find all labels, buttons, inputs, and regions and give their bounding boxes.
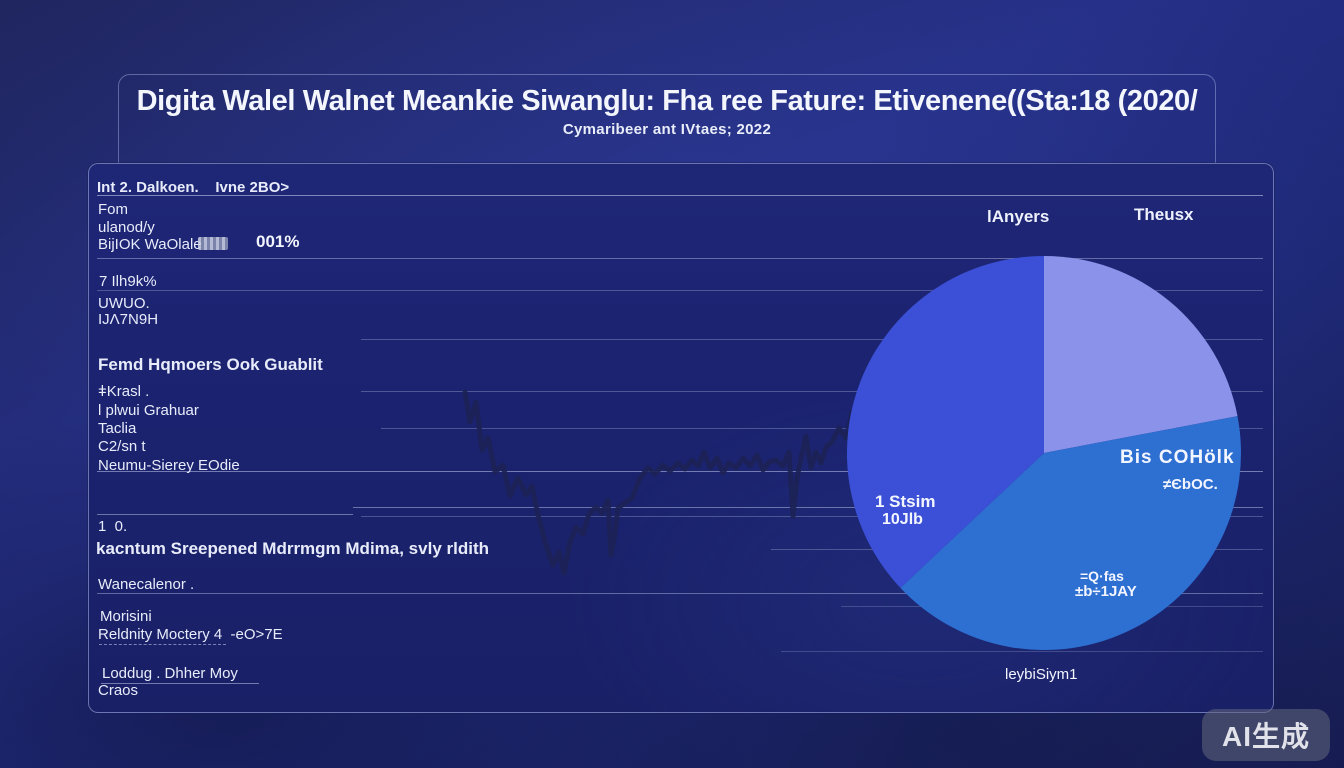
stat-row: UWUO. [98, 295, 150, 312]
pie-label-bottom-line1: =Q·fas [1080, 568, 1124, 584]
percent-value: 001% [256, 232, 300, 251]
dashed-underline [99, 644, 226, 646]
stat-row: Wanecalenor . [98, 576, 195, 593]
page-subtitle: Cymaribeer ant IVtaes; 2022 [562, 121, 772, 138]
stat-row: 1 0. [98, 518, 128, 535]
pie-caption: leybiSiym1 [1005, 666, 1078, 683]
pie-label-left-line2: 10Jlb [882, 511, 923, 528]
section-heading: kacntum Sreepened Mdrrmgm Mdima, svly rl… [96, 539, 489, 558]
column-header-anyers: lAnyers [987, 207, 1050, 226]
watermark-badge: AI生成 [1202, 709, 1330, 761]
gridline [781, 651, 1263, 652]
line-chart [462, 389, 855, 576]
stat-row: Reldnity Moctery 4 -eO>7E [98, 626, 283, 643]
page-title: Digita Walel Walnet Meankie Siwanglu: Fh… [136, 85, 1198, 117]
stat-row: Fom [98, 201, 128, 218]
stat-row: Taclia [98, 420, 137, 437]
stat-row: Loddug . Dhher Moy [102, 665, 238, 682]
stat-row: BijIOK WaOlale [98, 236, 202, 253]
stat-row: ǂKrasl . [98, 383, 150, 400]
stat-row: Craos [98, 682, 139, 699]
gridline [97, 514, 353, 515]
pie-label-right-line1: Bis COHölk [1120, 447, 1235, 468]
pie-label-bottom-line2: ±b÷1JAY [1075, 583, 1137, 600]
section-heading: Femd Hqmoers Ook Guablit [98, 355, 323, 374]
column-header-theusx: Theusx [1134, 205, 1194, 224]
stat-row: ulanod/y [98, 219, 155, 236]
title-block: Digita Walel Walnet Meankie Siwanglu: Fh… [118, 74, 1216, 163]
watermark-text: AI生成 [1221, 721, 1310, 752]
stat-row: IJΛ7N9H [98, 311, 159, 328]
stat-row: Morisini [100, 608, 152, 625]
pie-label-right-line2: ≠ЄbOC. [1163, 476, 1218, 493]
pie-chart [846, 256, 1241, 651]
stat-row: Neumu-Sierey EOdie [98, 457, 240, 474]
pie-label-left-line1: 1 Stsim [875, 492, 936, 511]
stat-row-header: Int 2. Dalkoen. Ivne 2BO> [97, 179, 290, 196]
stat-row: l plwui Grahuar [98, 402, 199, 419]
stat-row: 7 Ilh9k% [99, 273, 157, 290]
stat-row: C2/sn t [98, 438, 146, 455]
striped-value-badge [198, 237, 228, 250]
